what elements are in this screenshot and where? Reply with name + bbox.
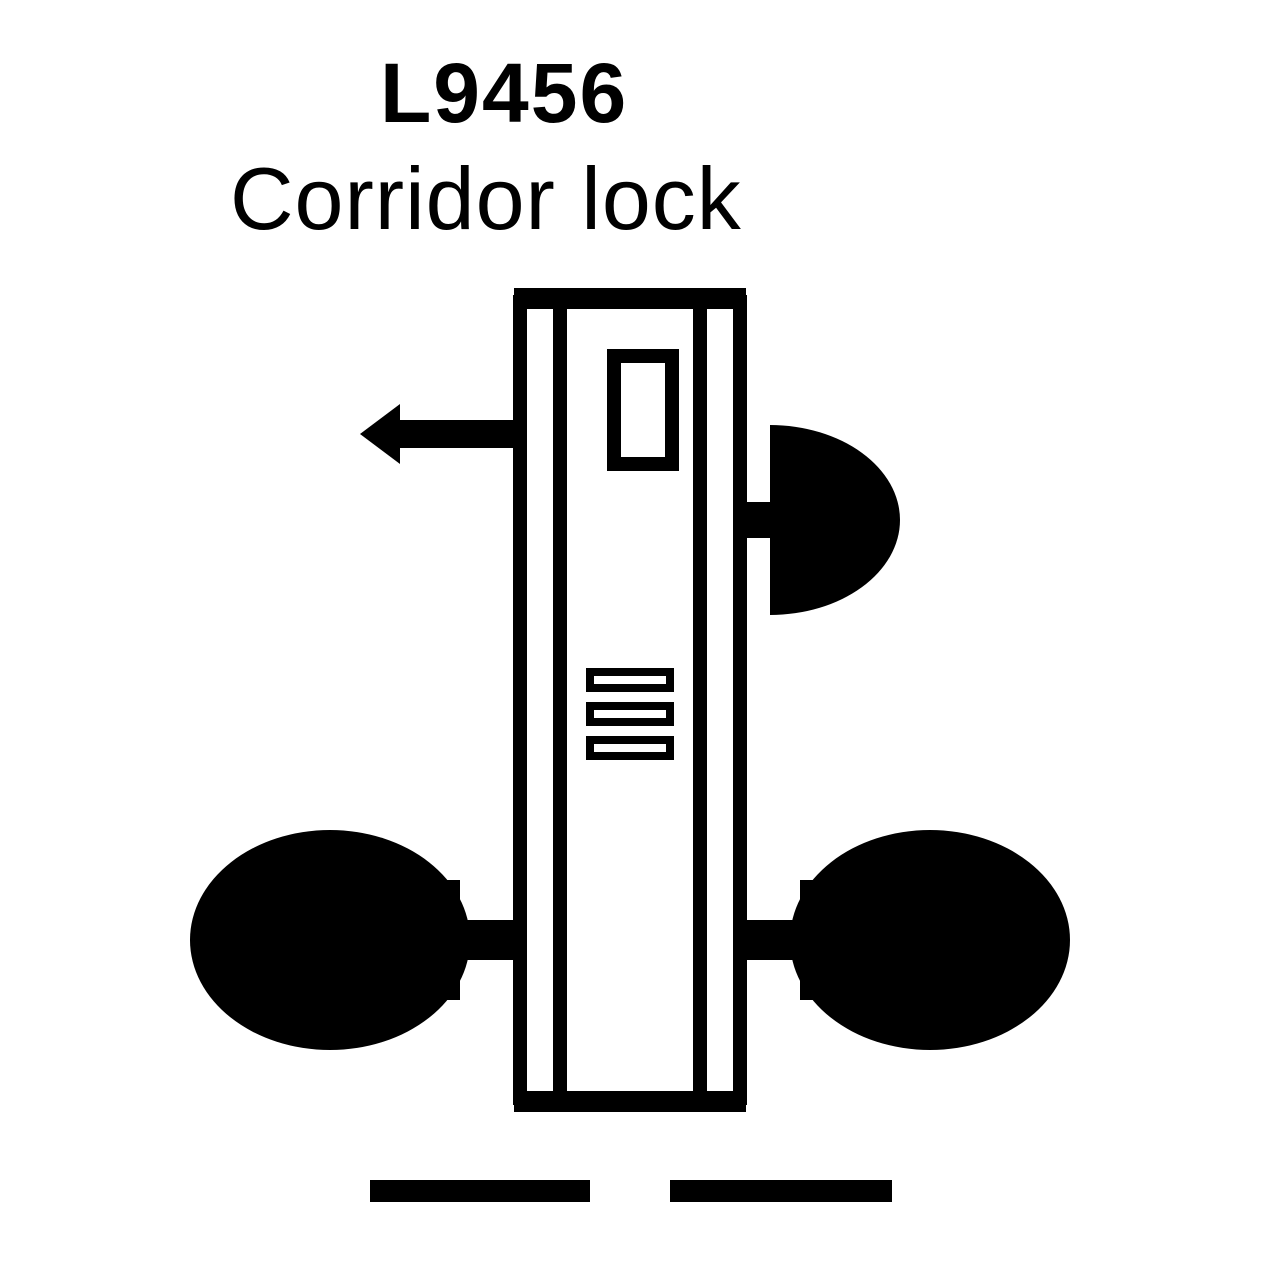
lock-diagram-canvas: L9456 Corridor lock bbox=[0, 0, 1280, 1280]
lock-schematic-svg bbox=[0, 0, 1280, 1280]
